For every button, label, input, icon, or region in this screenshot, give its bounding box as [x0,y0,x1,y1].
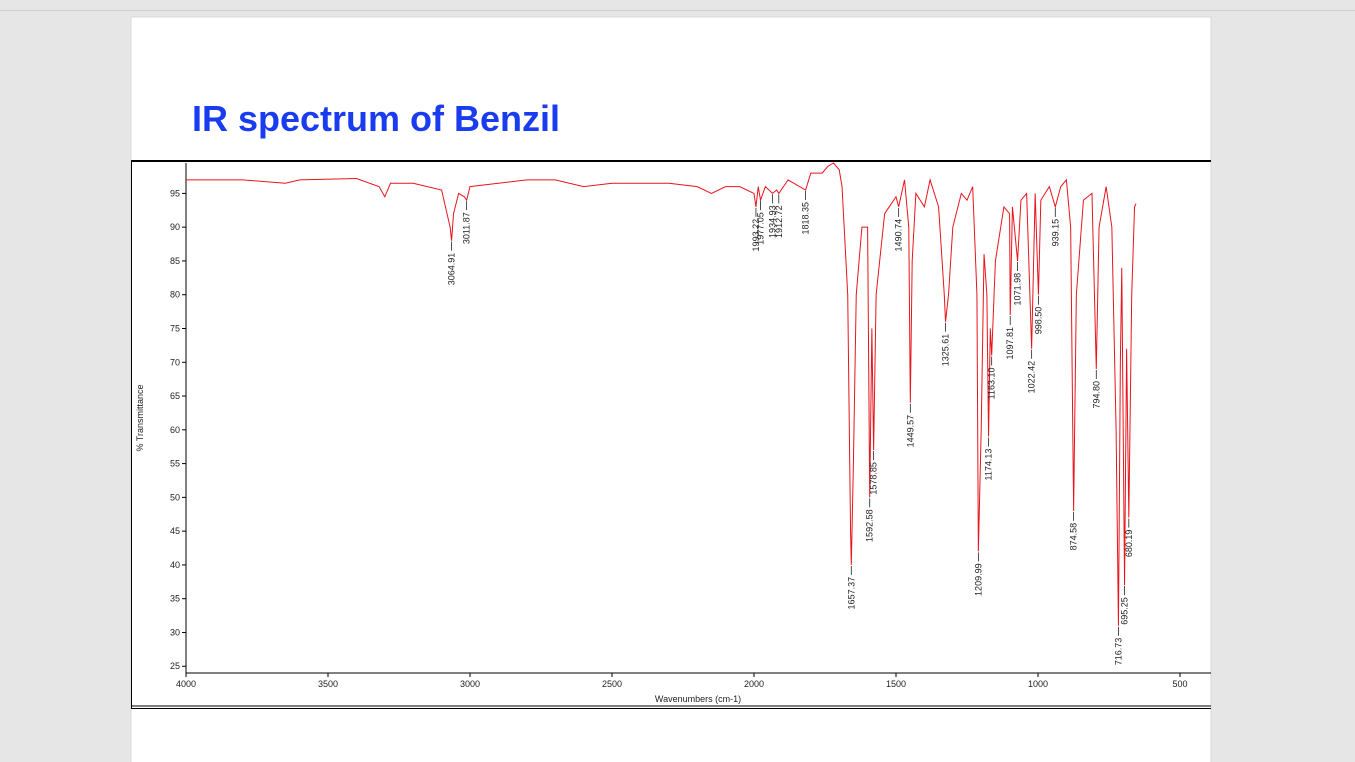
y-tick-label: 90 [170,222,180,232]
peak-label: 1592.58 [865,509,875,542]
y-tick-label: 55 [170,459,180,469]
y-tick-label: 60 [170,425,180,435]
x-tick-label: 1000 [1028,679,1048,689]
x-tick-label: 3000 [460,679,480,689]
peak-label: 1993.22 [751,219,761,252]
plot: 25 30 35 40 45 50 55 60 65 70 75 80 85 90 95 4000 3500 30… [170,162,1188,689]
peak-label: 998.50 [1033,307,1043,335]
peak-label: 1022.42 [1027,361,1037,394]
peak-label: 1490.74 [894,219,904,252]
x-axis-label: Wavenumbers (cm-1) [655,694,741,704]
peak-label: 1071.98 [1013,273,1023,306]
x-tick-label: 2000 [744,679,764,689]
y-tick-label: 95 [170,188,180,198]
peak-label: 1209.99 [973,563,983,596]
y-tick-label: 70 [170,357,180,367]
x-tick-label: 2500 [602,679,622,689]
peak-label: 680.19 [1124,530,1134,558]
y-tick-label: 80 [170,290,180,300]
peak-label: 1097.81 [1005,327,1015,360]
y-tick-label: 35 [170,594,180,604]
y-tick-label: 75 [170,323,180,333]
peak-label: 1449.57 [905,415,915,448]
slide [130,16,1212,762]
peak-label: 1912.72 [774,205,784,238]
spectrum-line [186,162,1137,626]
x-tick-label: 4000 [176,679,196,689]
peak-label: 794.80 [1091,381,1101,409]
peak-label: 1325.61 [941,334,951,367]
peak-label: 3011.87 [462,212,472,244]
peak-label: 3064.91 [447,253,457,286]
y-tick-label: 30 [170,627,180,637]
x-tick-label: 500 [1172,679,1187,689]
peak-label: 1657.37 [846,577,856,610]
y-axis-label: % Transmittance [135,384,145,451]
y-tick-label: 50 [170,492,180,502]
y-tick-label: 25 [170,661,180,671]
peak-label: 1163.10 [987,368,997,400]
peak-label: 1934.93 [768,205,778,238]
peak-label: 716.73 [1113,638,1123,666]
peak-label: 874.58 [1069,523,1079,551]
y-tick-label: 85 [170,256,180,266]
x-tick-label: 1500 [886,679,906,689]
chart-title: IR spectrum of Benzil [192,98,560,139]
peak-label: 1174.13 [984,449,994,481]
peak-label: 1818.35 [801,202,811,235]
peak-label: 1578.85 [869,462,879,495]
peak-label: 939.15 [1050,219,1060,247]
x-tick-label: 3500 [318,679,338,689]
y-tick-label: 45 [170,526,180,536]
y-tick-label: 40 [170,560,180,570]
peak-label: 695.25 [1120,597,1130,625]
y-tick-label: 65 [170,391,180,401]
peak-label: 1977.05 [756,212,766,245]
